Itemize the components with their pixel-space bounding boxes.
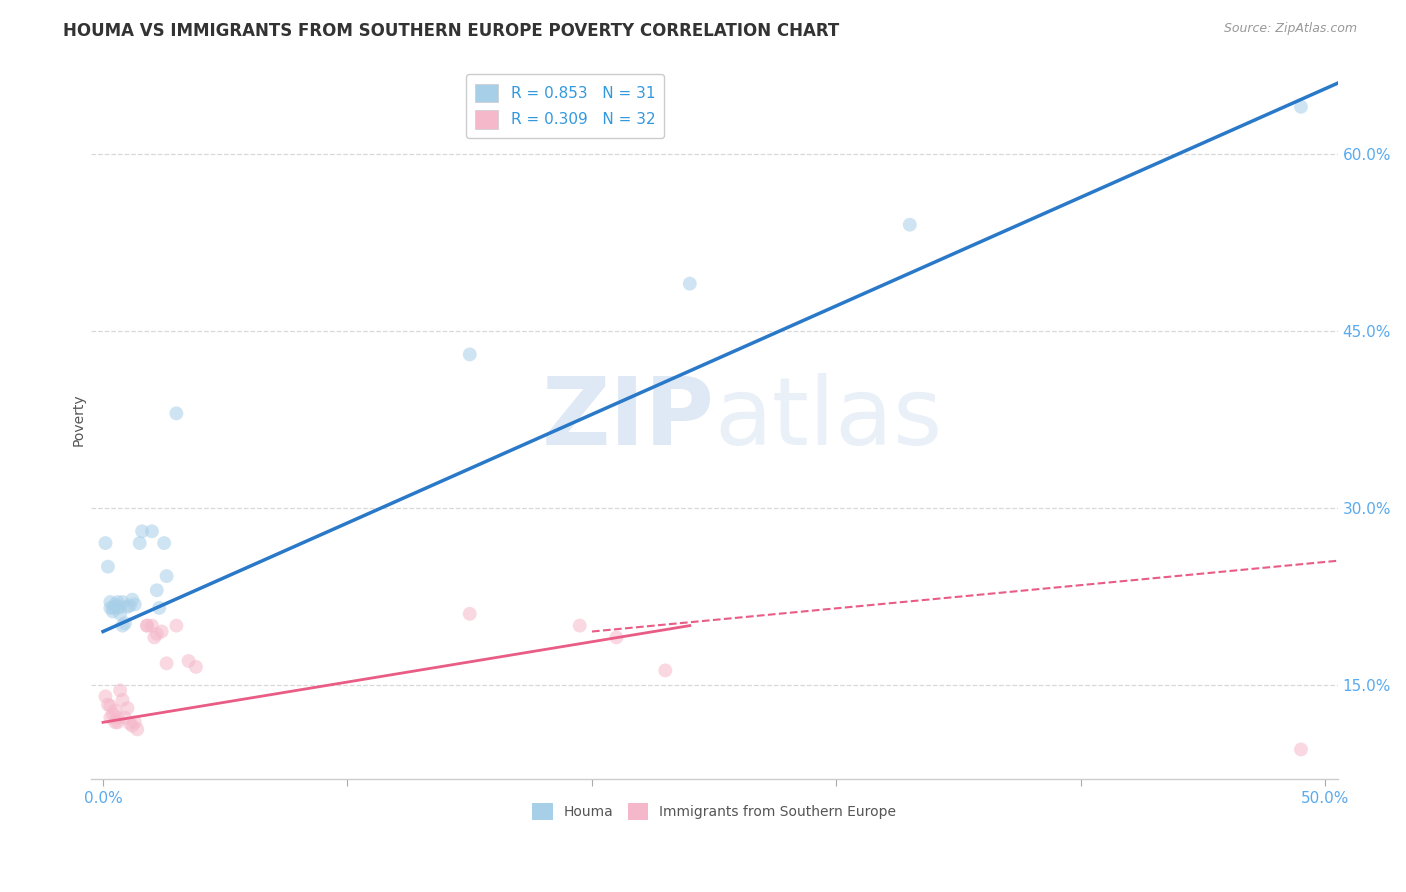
- Point: [107, 595, 129, 609]
- Point: [1289, 100, 1312, 114]
- Point: [121, 719, 143, 733]
- Point: [184, 660, 207, 674]
- Point: [136, 618, 159, 632]
- Point: [458, 607, 481, 621]
- Point: [124, 598, 146, 612]
- Point: [165, 406, 187, 420]
- Point: [127, 723, 149, 737]
- Point: [155, 569, 177, 583]
- Point: [98, 595, 121, 609]
- Point: [114, 710, 136, 724]
- Point: [898, 218, 921, 232]
- Point: [118, 716, 141, 731]
- Point: [108, 607, 131, 621]
- Point: [104, 704, 127, 718]
- Point: [94, 690, 117, 704]
- Point: [107, 710, 129, 724]
- Point: [117, 599, 139, 614]
- Point: [141, 618, 163, 632]
- Point: [114, 616, 136, 631]
- Point: [108, 599, 131, 614]
- Point: [101, 707, 124, 722]
- Point: [131, 524, 153, 539]
- Point: [111, 618, 134, 632]
- Point: [177, 654, 200, 668]
- Point: [148, 601, 170, 615]
- Point: [107, 715, 129, 730]
- Point: [94, 536, 117, 550]
- Point: [111, 595, 134, 609]
- Text: ZIP: ZIP: [541, 373, 714, 466]
- Point: [98, 601, 121, 615]
- Point: [104, 715, 127, 730]
- Point: [150, 624, 173, 639]
- Text: atlas: atlas: [714, 373, 942, 466]
- Point: [153, 536, 176, 550]
- Point: [97, 559, 120, 574]
- Point: [146, 627, 169, 641]
- Point: [141, 524, 163, 539]
- Point: [101, 604, 124, 618]
- Point: [143, 631, 166, 645]
- Text: Source: ZipAtlas.com: Source: ZipAtlas.com: [1223, 22, 1357, 36]
- Point: [118, 599, 141, 613]
- Point: [458, 347, 481, 361]
- Point: [679, 277, 702, 291]
- Point: [146, 583, 169, 598]
- Point: [104, 598, 127, 612]
- Text: HOUMA VS IMMIGRANTS FROM SOUTHERN EUROPE POVERTY CORRELATION CHART: HOUMA VS IMMIGRANTS FROM SOUTHERN EUROPE…: [63, 22, 839, 40]
- Point: [155, 657, 177, 671]
- Point: [568, 618, 591, 632]
- Point: [605, 631, 627, 645]
- Point: [117, 701, 139, 715]
- Legend: Houma, Immigrants from Southern Europe: Houma, Immigrants from Southern Europe: [526, 797, 903, 826]
- Point: [104, 599, 127, 614]
- Point: [1289, 742, 1312, 756]
- Point: [97, 698, 120, 712]
- Point: [98, 698, 121, 713]
- Point: [128, 536, 150, 550]
- Point: [108, 683, 131, 698]
- Point: [165, 618, 187, 632]
- Y-axis label: Poverty: Poverty: [72, 393, 86, 446]
- Point: [136, 618, 159, 632]
- Point: [107, 601, 129, 615]
- Point: [111, 693, 134, 707]
- Point: [124, 715, 146, 730]
- Point: [101, 601, 124, 615]
- Point: [654, 664, 676, 678]
- Point: [121, 592, 143, 607]
- Point: [98, 710, 121, 724]
